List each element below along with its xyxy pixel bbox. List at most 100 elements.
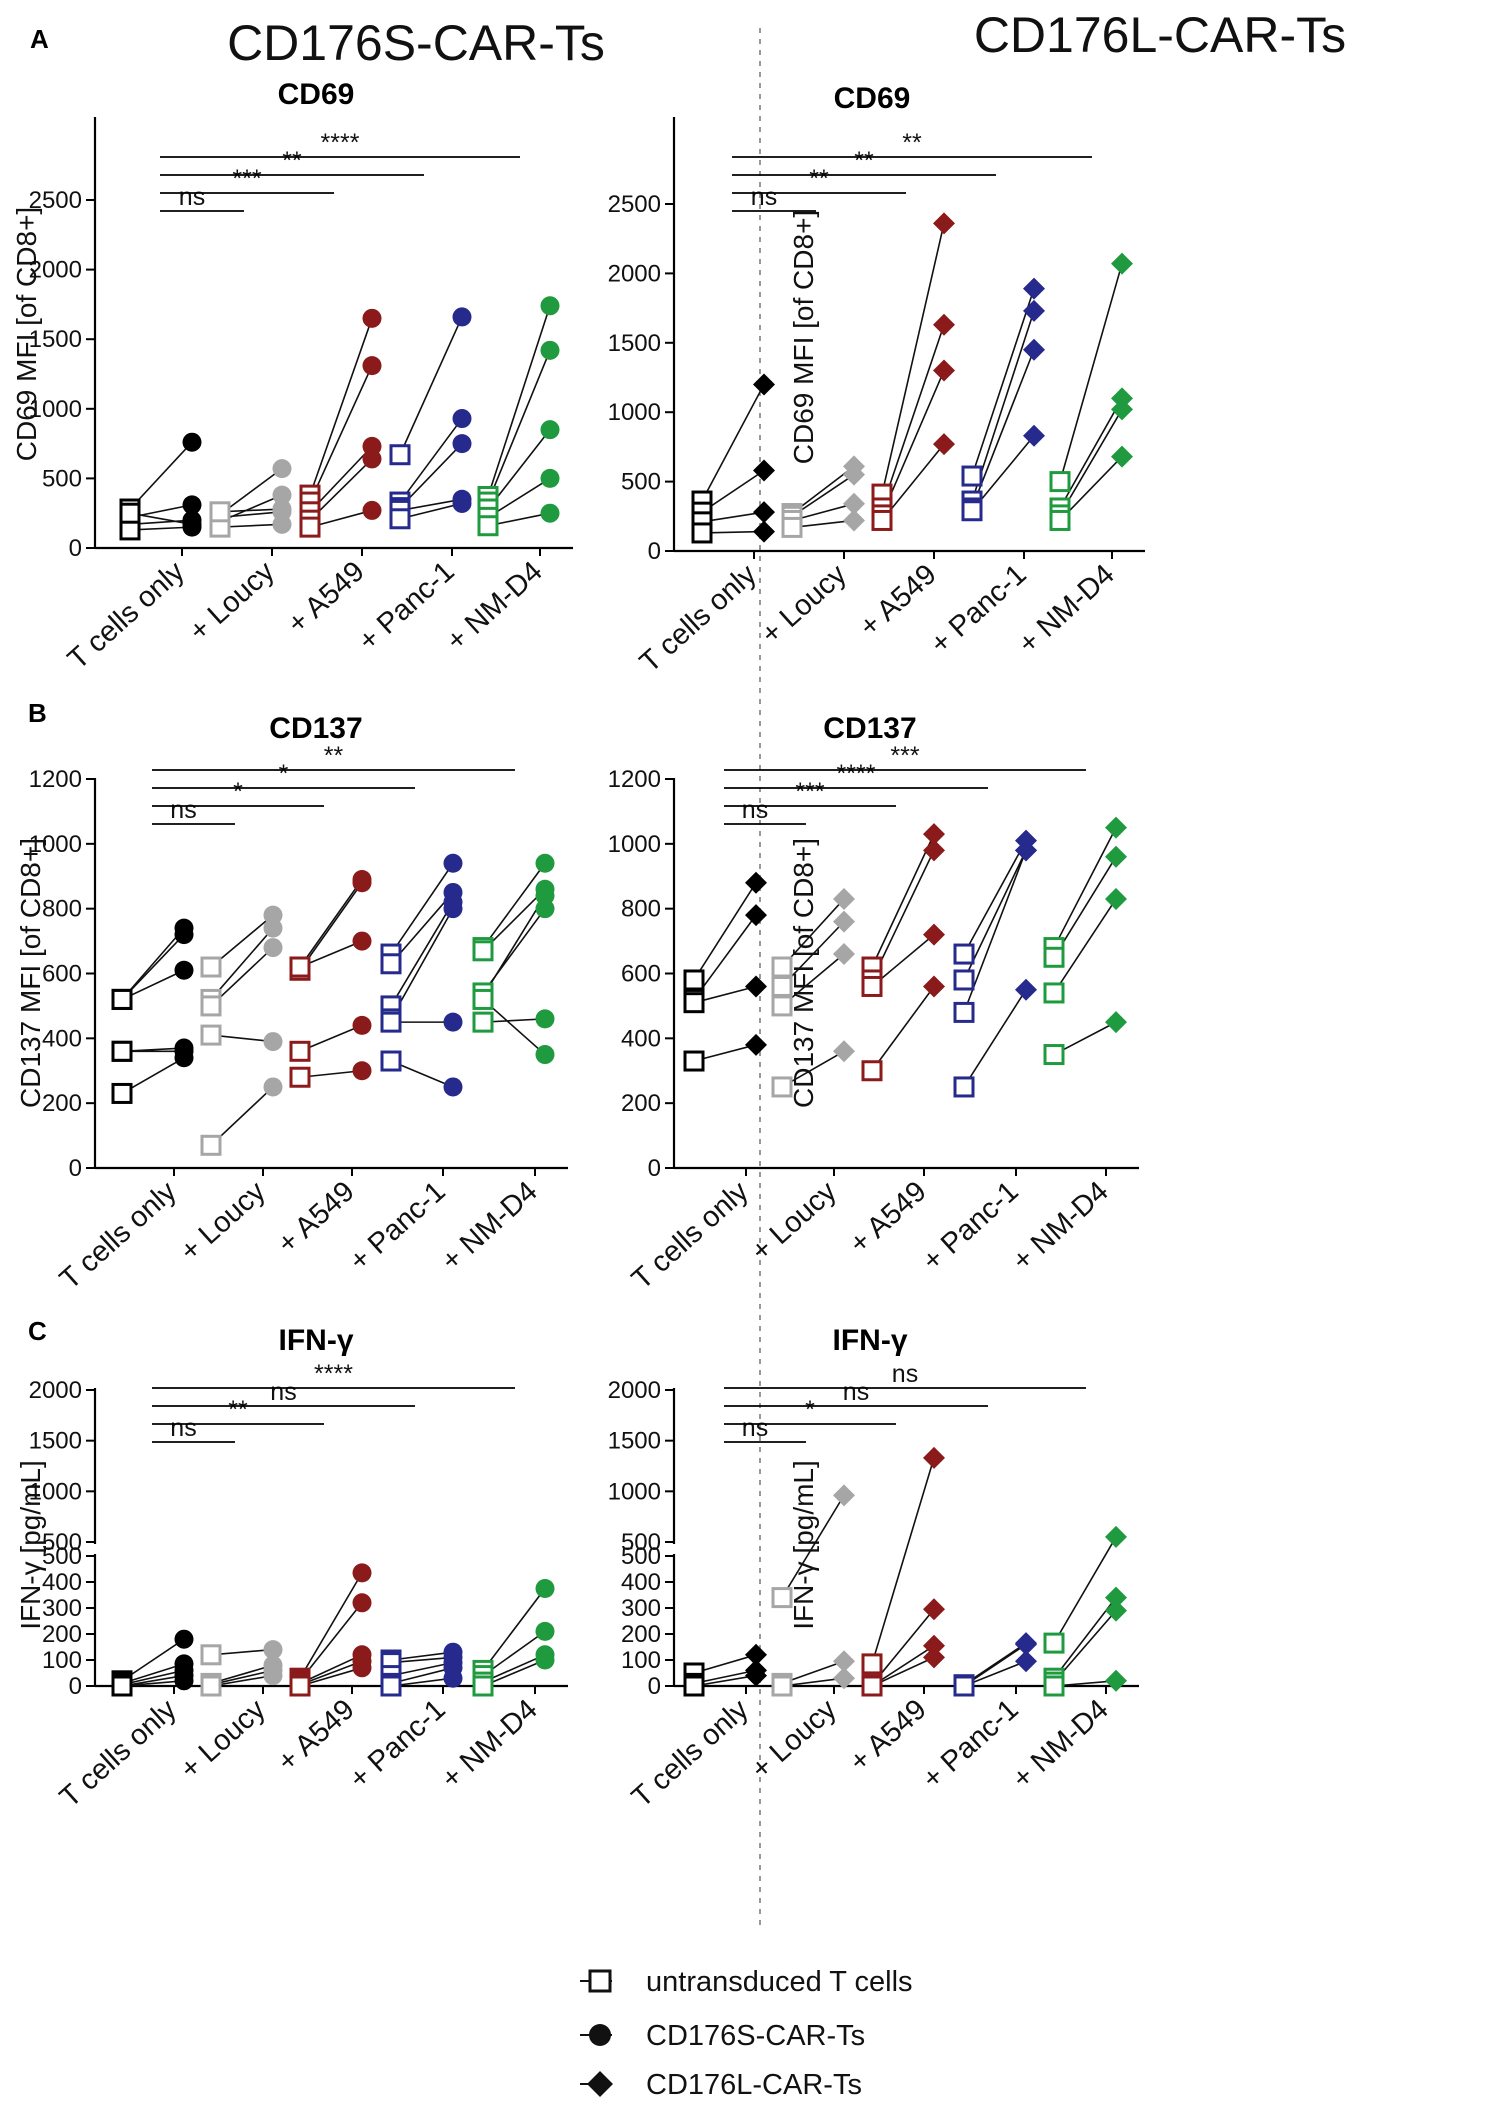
car-t-marker-circle	[272, 459, 292, 479]
untransduced-marker	[380, 1050, 402, 1072]
untransduced-marker	[200, 1675, 222, 1697]
car-t-marker-circle	[362, 500, 382, 520]
panel-title: CD69	[834, 82, 911, 115]
car-t-marker-diamond	[843, 463, 865, 486]
untransduced-marker	[111, 1082, 133, 1104]
category-label-t-cells-only: T cells only	[626, 1175, 755, 1296]
untransduced-marker	[289, 1040, 311, 1062]
car-t-marker-diamond	[1105, 845, 1127, 868]
car-t-marker-circle	[535, 1650, 555, 1670]
column-title-cd176s: CD176S-CAR-Ts	[227, 15, 605, 71]
car-t-marker-circle	[362, 449, 382, 469]
car-t-marker-circle	[452, 307, 472, 327]
y-tick-label: 400	[621, 1569, 661, 1596]
y-tick-label: 200	[621, 1621, 661, 1648]
paired-line	[482, 862, 546, 949]
paired-line	[963, 989, 1027, 1088]
car-t-marker-circle	[174, 1048, 194, 1068]
car-t-marker-diamond	[1105, 816, 1127, 839]
legend-item-cd176l: CD176L-CAR-Ts	[580, 2069, 862, 2101]
car-t-marker-diamond	[923, 839, 945, 862]
car-t-marker-circle	[540, 503, 560, 523]
untransduced-marker	[683, 1050, 705, 1072]
significance-label: ***	[795, 778, 824, 806]
car-t-marker-circle	[535, 1045, 555, 1065]
paired-line	[299, 1572, 363, 1679]
category-label-panc-1: + Panc-1	[343, 1175, 451, 1277]
paired-line	[1053, 898, 1117, 994]
legend-label-cd176s: CD176S-CAR-Ts	[646, 2020, 865, 2052]
car-t-marker-diamond	[1023, 277, 1045, 300]
category-label-nm-d4: + NM-D4	[435, 1693, 543, 1795]
category-label-panc-1: + Panc-1	[916, 1693, 1024, 1795]
car-t-marker-diamond	[1023, 338, 1045, 361]
car-t-marker-circle	[540, 340, 560, 360]
paired-line	[1059, 409, 1123, 516]
category-label-loucy: + Loucy	[174, 1693, 272, 1786]
car-t-marker-circle	[263, 1666, 283, 1686]
untransduced-marker	[200, 1134, 222, 1156]
car-t-marker-circle	[452, 434, 472, 454]
untransduced-marker	[472, 988, 494, 1010]
y-tick-label: 100	[42, 1647, 82, 1674]
untransduced-marker	[781, 516, 803, 538]
paired-line	[390, 901, 454, 1007]
y-axis-label: CD137 MFI [of CD8+]	[15, 838, 46, 1108]
category-label-a549: + A549	[844, 1693, 933, 1778]
legend-item-cd176s: CD176S-CAR-Ts	[580, 2020, 865, 2052]
category-label-panc-1: + Panc-1	[924, 558, 1032, 660]
category-label-panc-1: + Panc-1	[352, 555, 460, 657]
untransduced-marker	[871, 509, 893, 531]
car-t-marker-diamond	[923, 1446, 945, 1469]
chart-cd137-cd176l: CD137 CD137 MFI [of CD8+] 0 200 400 600 800 100…	[608, 712, 1139, 1296]
paired-line	[881, 223, 945, 495]
car-t-marker-diamond	[753, 459, 775, 482]
car-t-marker-circle	[182, 514, 202, 534]
car-t-marker-diamond	[833, 1667, 855, 1690]
car-t-marker-diamond	[923, 1646, 945, 1669]
car-t-marker-diamond	[923, 1598, 945, 1621]
car-t-marker-circle	[443, 853, 463, 873]
category-label-nm-d4: + NM-D4	[440, 555, 548, 657]
car-t-marker-diamond	[1015, 1633, 1037, 1656]
car-t-marker-circle	[352, 1658, 372, 1678]
car-t-marker-diamond	[1105, 887, 1127, 910]
car-t-marker-diamond	[843, 492, 865, 515]
car-t-marker-diamond	[753, 520, 775, 543]
y-tick-label: 0	[648, 538, 661, 565]
car-t-marker-diamond	[1105, 1669, 1127, 1692]
untransduced-marker	[111, 988, 133, 1010]
car-t-marker-circle	[540, 420, 560, 440]
y-tick-label: 1000	[29, 1478, 82, 1505]
car-t-marker-circle	[443, 899, 463, 919]
car-t-marker-diamond	[933, 359, 955, 382]
paired-line	[781, 898, 845, 968]
legend-filled-circle-marker	[589, 2024, 611, 2046]
untransduced-marker	[200, 956, 222, 978]
significance-label: ***	[890, 742, 919, 770]
untransduced-marker	[289, 956, 311, 978]
paired-line	[781, 1494, 845, 1599]
untransduced-marker	[953, 1001, 975, 1023]
y-tick-label: 1500	[608, 1428, 661, 1455]
car-t-marker-circle	[174, 925, 194, 945]
category-label-t-cells-only: T cells only	[62, 555, 191, 676]
category-label-a549: + A549	[854, 558, 943, 643]
car-t-marker-circle	[362, 356, 382, 376]
car-t-marker-diamond	[1015, 1650, 1037, 1673]
y-tick-label: 0	[69, 1155, 82, 1182]
car-t-marker-circle	[443, 1077, 463, 1097]
untransduced-marker	[472, 940, 494, 962]
untransduced-marker	[771, 995, 793, 1017]
untransduced-marker	[289, 1675, 311, 1697]
car-t-marker-diamond	[1105, 1011, 1127, 1034]
paired-line	[482, 1588, 546, 1671]
untransduced-marker	[683, 992, 705, 1014]
y-tick-label: 2500	[29, 187, 82, 214]
untransduced-marker	[683, 969, 705, 991]
panel-letter-c: C	[28, 1316, 47, 1346]
car-t-marker-circle	[535, 899, 555, 919]
paired-line	[871, 1457, 935, 1665]
significance-label: ns	[892, 1360, 918, 1388]
y-tick-label: 200	[621, 1090, 661, 1117]
